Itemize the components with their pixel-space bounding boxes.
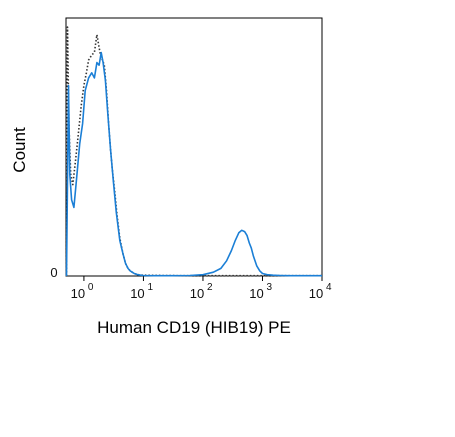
plot-frame xyxy=(65,17,323,277)
series-layer xyxy=(65,26,322,277)
x-tick-exponent: 0 xyxy=(88,282,94,293)
stained-histogram-line xyxy=(65,51,322,277)
x-tick-exponent: 1 xyxy=(147,282,153,293)
x-tick-label: 10 xyxy=(249,286,263,301)
x-tick-exponent: 3 xyxy=(266,282,272,293)
x-tick-exponent: 2 xyxy=(207,282,213,293)
y-tick-label: 0 xyxy=(50,265,57,280)
x-axis-title: Human CD19 (HIB19) PE xyxy=(97,318,291,337)
y-axis-ticks: 0 xyxy=(50,265,57,280)
x-axis-ticks: 10 0 10 1 10 2 10 3 10 4 xyxy=(71,276,332,301)
x-tick-label: 10 xyxy=(130,286,144,301)
x-tick-label: 10 xyxy=(190,286,204,301)
x-tick-exponent: 4 xyxy=(326,282,332,293)
x-tick-label: 10 xyxy=(309,286,323,301)
x-tick-label: 10 xyxy=(71,286,85,301)
y-axis-title: Count xyxy=(10,127,29,173)
control-histogram-line xyxy=(65,26,322,277)
